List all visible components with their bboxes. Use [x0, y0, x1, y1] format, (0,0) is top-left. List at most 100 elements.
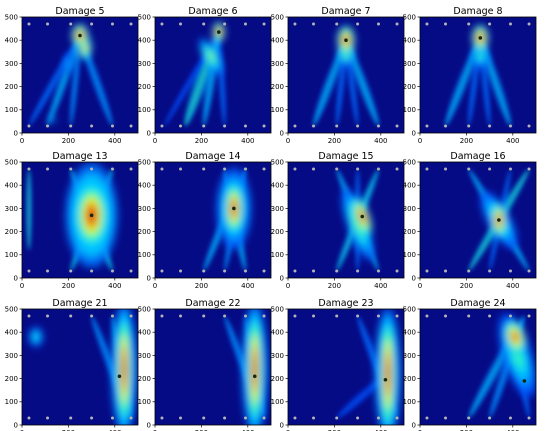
- panel-title: Damage 8: [453, 6, 502, 17]
- sensor-dot: [110, 22, 114, 26]
- sensor-dot: [27, 167, 31, 171]
- y-tick-label: 100: [5, 398, 18, 406]
- damage-marker: [522, 379, 527, 383]
- hotspot-layer: [208, 52, 214, 61]
- x-tick-label: 0: [418, 137, 422, 145]
- sensor-dot: [467, 124, 471, 128]
- y-tick-label: 100: [403, 398, 416, 406]
- sensor-dot: [508, 269, 512, 273]
- y-tick-label: 200: [271, 375, 284, 383]
- sensor-dot: [293, 22, 297, 26]
- hotspot-layer: [354, 217, 361, 232]
- heatmap-panel: Damage 21 0 200 400 0 100 200 300 400 500: [5, 298, 139, 431]
- sensor-dot: [376, 269, 380, 273]
- damage-marker: [252, 374, 257, 379]
- y-tick-label: 200: [5, 83, 18, 91]
- sensor-dot: [160, 314, 164, 318]
- sensor-dot: [69, 124, 73, 128]
- y-tick-label: 400: [138, 329, 151, 337]
- sensor-dot: [262, 416, 266, 420]
- y-tick-label: 400: [403, 182, 416, 190]
- x-tick-label: 0: [20, 282, 24, 290]
- y-tick-label: 300: [5, 352, 18, 360]
- sensor-dot: [262, 124, 266, 128]
- axes-frame: [287, 161, 405, 279]
- y-tick-label: 100: [138, 251, 151, 259]
- sensor-dot: [293, 124, 297, 128]
- axes-frame: [287, 308, 405, 426]
- y-tick-label: 0: [412, 421, 416, 429]
- axes-frame: [419, 161, 537, 279]
- sensor-dot: [312, 22, 316, 26]
- y-tick-label: 500: [138, 13, 151, 21]
- x-tick-label: 0: [418, 429, 422, 431]
- sensor-dot: [202, 416, 206, 420]
- y-tick-label: 300: [5, 60, 18, 68]
- y-tick-label: 300: [5, 205, 18, 213]
- sensor-dot: [27, 22, 31, 26]
- x-tick-label: 200: [460, 429, 473, 431]
- y-tick-label: 0: [147, 129, 151, 137]
- sensor-dot: [356, 314, 360, 318]
- sensor-dot: [223, 124, 227, 128]
- sensor-dot: [69, 314, 73, 318]
- y-tick-label: 100: [403, 251, 416, 259]
- heatmap-panel: Damage 24 0 200 400 0 100 200 300 400 500: [403, 298, 537, 431]
- x-tick-label: 0: [153, 429, 157, 431]
- sensor-dot: [335, 22, 339, 26]
- plot-background: [155, 162, 271, 278]
- sensor-dot: [356, 167, 360, 171]
- sensor-dot: [376, 167, 380, 171]
- sensor-dot: [27, 314, 31, 318]
- sensor-dot: [110, 269, 114, 273]
- sensor-dot: [69, 416, 73, 420]
- sensor-dot: [129, 416, 133, 420]
- sensor-dot: [356, 269, 360, 273]
- y-tick-label: 300: [138, 205, 151, 213]
- sensor-dot: [46, 22, 50, 26]
- sensor-dot: [129, 22, 133, 26]
- x-tick-label: 400: [241, 282, 254, 290]
- intensity-field: [336, 309, 401, 425]
- sensor-dot: [90, 167, 94, 171]
- y-tick-label: 500: [5, 158, 18, 166]
- y-tick-label: 0: [280, 421, 284, 429]
- sensor-dot: [223, 269, 227, 273]
- damage-marker: [344, 38, 348, 42]
- sensor-dot: [179, 314, 183, 318]
- x-tick-label: 0: [286, 137, 290, 145]
- sensor-dot: [110, 124, 114, 128]
- sensor-dot: [129, 167, 133, 171]
- sensor-dot: [508, 167, 512, 171]
- sensor-dot: [527, 22, 531, 26]
- hotspot-layer: [34, 334, 38, 339]
- hotspot-layer: [478, 54, 483, 59]
- sensor-dot: [335, 314, 339, 318]
- y-tick-label: 300: [403, 60, 416, 68]
- y-tick-label: 0: [147, 274, 151, 282]
- x-tick-label: 200: [328, 429, 341, 431]
- x-tick-label: 400: [374, 282, 387, 290]
- sensor-dot: [202, 269, 206, 273]
- panel-title: Damage 13: [52, 151, 107, 162]
- heatmap-panel: Damage 6 0 200 400 0 100 200 300 400 500: [138, 6, 272, 145]
- y-tick-label: 100: [271, 106, 284, 114]
- sensor-dot: [312, 314, 316, 318]
- intensity-field: [28, 309, 138, 425]
- y-tick-label: 500: [271, 305, 284, 313]
- sensor-dot: [262, 269, 266, 273]
- sensor-dot: [356, 416, 360, 420]
- y-tick-label: 400: [403, 329, 416, 337]
- sensor-dot: [467, 167, 471, 171]
- sensor-dot: [160, 124, 164, 128]
- damage-marker: [360, 214, 365, 219]
- hotspot-layer: [386, 362, 390, 386]
- sensor-dot: [202, 22, 206, 26]
- y-tick-label: 200: [138, 375, 151, 383]
- sensor-dot: [69, 269, 73, 273]
- x-tick-label: 400: [241, 137, 254, 145]
- y-tick-label: 500: [138, 158, 151, 166]
- y-tick-label: 100: [403, 106, 416, 114]
- y-tick-label: 0: [14, 274, 18, 282]
- y-tick-label: 200: [5, 228, 18, 236]
